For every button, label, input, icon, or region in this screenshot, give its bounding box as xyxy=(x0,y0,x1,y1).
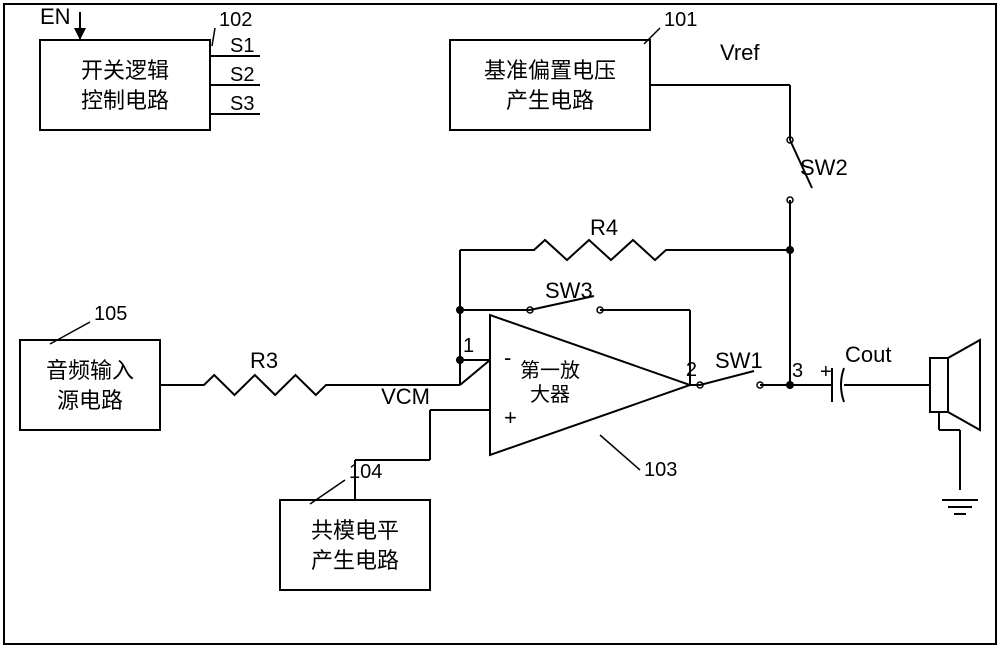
node-2-label: 2 xyxy=(686,359,697,381)
ref-leader-102 xyxy=(212,28,215,46)
audio-in-line1: 音频输入 xyxy=(46,358,134,383)
amp-plus: + xyxy=(504,405,517,430)
sw3-label: SW3 xyxy=(545,278,593,303)
sw2-label: SW2 xyxy=(800,155,848,180)
switch-logic-line1: 开关逻辑 xyxy=(81,58,169,83)
ref-leader-101 xyxy=(644,28,660,44)
speaker-cone xyxy=(948,340,980,430)
node-1-dot xyxy=(456,356,464,364)
ref-bias-line2: 产生电路 xyxy=(506,88,594,113)
ref-102: 102 xyxy=(219,9,252,31)
cout-label: Cout xyxy=(845,342,891,367)
ref-bias-block xyxy=(450,40,650,130)
ref-103: 103 xyxy=(644,459,677,481)
node-3-label: 3 xyxy=(792,360,803,382)
vcm-label: VCM xyxy=(381,384,430,409)
node-sw3-left xyxy=(456,306,464,314)
ref-105: 105 xyxy=(94,303,127,325)
resistor-R4 xyxy=(520,240,680,260)
sw-arm-SW1 xyxy=(700,371,754,385)
amp-line1: 第一放 xyxy=(520,359,580,382)
cm-line1: 共模电平 xyxy=(311,518,399,543)
ref-leader-103 xyxy=(600,435,640,470)
audio-in-block xyxy=(20,340,160,430)
amp-line2: 大器 xyxy=(530,383,570,406)
cout-plate-right xyxy=(841,368,844,402)
signal-S1: S1 xyxy=(230,35,254,57)
cm-level-block xyxy=(280,500,430,590)
r3-label: R3 xyxy=(250,348,278,373)
ref-bias-line1: 基准偏置电压 xyxy=(484,58,616,83)
en-label: EN xyxy=(40,4,71,29)
inv-in-adjust xyxy=(460,360,490,385)
amp-minus: - xyxy=(504,345,511,370)
speaker-box xyxy=(930,358,948,412)
ref-101: 101 xyxy=(664,9,697,31)
sw1-label: SW1 xyxy=(715,348,763,373)
cout-plus: + xyxy=(820,361,832,383)
switch-logic-block xyxy=(40,40,210,130)
cm-line2: 产生电路 xyxy=(311,548,399,573)
resistor-R3 xyxy=(190,375,340,395)
node-1-label: 1 xyxy=(463,335,474,357)
signal-S2: S2 xyxy=(230,64,254,86)
amplifier-triangle xyxy=(490,315,690,455)
switch-logic-line2: 控制电路 xyxy=(81,88,169,113)
audio-in-line2: 源电路 xyxy=(57,388,123,413)
r4-label: R4 xyxy=(590,215,618,240)
signal-S3: S3 xyxy=(230,93,254,115)
vref-label: Vref xyxy=(720,40,760,65)
